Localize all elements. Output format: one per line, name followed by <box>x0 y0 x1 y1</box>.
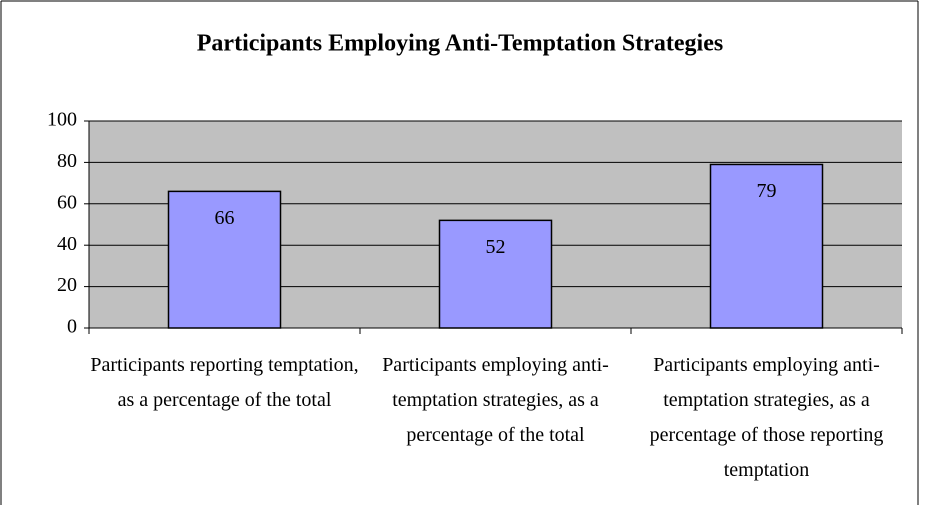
y-tick-label: 40 <box>57 233 77 255</box>
y-tick-label: 20 <box>57 274 77 296</box>
value-label: 52 <box>486 236 506 258</box>
value-label: 79 <box>757 180 777 202</box>
y-tick-label: 60 <box>57 191 77 213</box>
x-tick-label: Participants reporting temptation, as a … <box>90 354 359 411</box>
bar <box>709 163 824 329</box>
y-tick-label: 100 <box>47 109 77 131</box>
value-label: 66 <box>215 207 235 229</box>
x-tick-label: Participants employing anti-temptation s… <box>649 354 884 481</box>
x-tick-label: Participants employing anti-temptation s… <box>382 354 609 446</box>
x-tick-label-box: Participants employing anti-temptation s… <box>649 354 884 481</box>
bar <box>167 190 282 329</box>
x-tick-label-box: Participants reporting temptation, as a … <box>90 354 359 411</box>
bar <box>438 219 553 329</box>
y-tick-label: 80 <box>57 150 77 172</box>
x-tick-label-box: Participants employing anti-temptation s… <box>382 354 609 446</box>
y-tick-label: 0 <box>67 316 77 338</box>
chart-title: Participants Employing Anti-Temptation S… <box>197 31 723 57</box>
